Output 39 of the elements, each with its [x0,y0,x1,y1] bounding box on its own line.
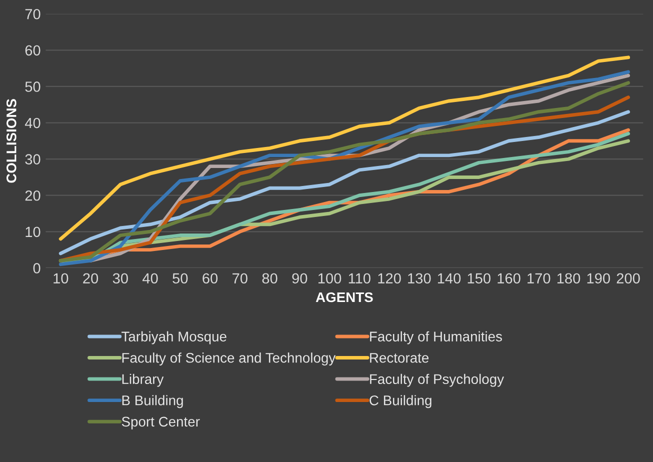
legend-label: C Building [370,395,432,408]
x-tick-label: 110 [348,273,370,284]
x-tick-label: 100 [318,273,342,284]
y-tick-label: 70 [25,8,40,20]
x-tick-label: 10 [54,273,68,284]
y-tick-label: 20 [25,190,40,201]
x-tick-label: 80 [262,273,278,284]
y-tick-label: 40 [24,118,40,128]
x-tick-label: 160 [498,273,520,284]
x-tick-label: 50 [172,273,188,284]
y-tick-label: 30 [25,154,40,164]
x-tick-label: 180 [557,273,580,284]
x-tick-label: 130 [408,273,431,284]
x-tick-label: 20 [83,273,98,284]
y-axis-title: COLLISIONS [6,99,16,183]
legend-label: Faculty of Humanities [370,331,502,344]
x-tick-label: 200 [616,273,640,284]
x-tick-label: 120 [378,273,401,284]
y-tick-label: 50 [25,82,40,92]
legend-label: Tarbiyah Mosque [122,331,226,344]
y-tick-label: 60 [25,45,40,56]
x-tick-label: 70 [232,273,248,284]
x-tick-label: 40 [142,273,158,284]
x-tick-label: 30 [112,273,128,284]
x-tick-label: 190 [587,273,610,284]
x-tick-label: 60 [202,273,218,284]
x-axis-title: AGENTS [316,292,373,302]
x-tick-label: 170 [528,273,550,284]
y-tick-label: 0 [33,263,40,274]
legend-label: Faculty of Science and Technology [122,352,336,366]
legend-label: B Building [122,395,183,408]
legend-label: Library [122,374,164,387]
legend-label: Rectorate [370,353,429,363]
x-tick-label: 150 [468,273,490,284]
y-tick-label: 10 [26,226,40,238]
x-tick-label: 90 [292,273,308,284]
x-tick-label: 140 [438,273,461,284]
legend-label: Sport Center [122,416,200,430]
legend-label: Faculty of Psychology [370,374,504,387]
